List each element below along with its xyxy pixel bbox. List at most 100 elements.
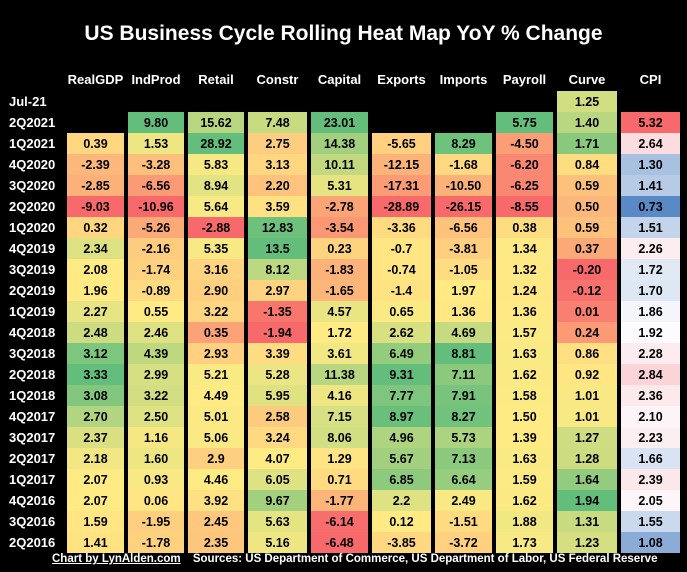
cell-value: 0.86 xyxy=(575,347,599,361)
cell-value: 1.59 xyxy=(83,515,107,529)
cell-value: -5.26 xyxy=(142,221,171,235)
column-header: Retail xyxy=(198,72,233,87)
cell-value: 4.07 xyxy=(265,452,289,466)
row-label: 4Q2020 xyxy=(9,157,55,172)
heatmap-cell xyxy=(128,301,184,322)
cell-value: 1.36 xyxy=(451,305,475,319)
column-header: CPI xyxy=(640,72,662,87)
cell-value: 6.85 xyxy=(389,473,413,487)
cell-value: 5.67 xyxy=(389,452,413,466)
heatmap-cell xyxy=(496,322,553,343)
heatmap-cell xyxy=(496,364,553,385)
heatmap-cell xyxy=(128,448,184,469)
heatmap-cell xyxy=(435,406,492,427)
cell-value: 1.01 xyxy=(575,410,599,424)
heatmap-cell xyxy=(128,532,184,553)
heatmap-cell xyxy=(188,196,244,217)
heatmap-cell xyxy=(188,259,244,280)
heatmap-cell xyxy=(435,448,492,469)
cell-value: 5.83 xyxy=(204,158,228,172)
row-label: 2Q2020 xyxy=(9,199,55,214)
heatmap-cell xyxy=(67,532,124,553)
cell-value: -3.72 xyxy=(449,536,478,550)
cell-value: 0.23 xyxy=(327,242,351,256)
cell-value: 2.58 xyxy=(265,410,289,424)
cell-value: 1.60 xyxy=(144,452,168,466)
cell-value: 0.65 xyxy=(389,305,413,319)
cell-value: 7.91 xyxy=(451,389,475,403)
cell-value: -0.74 xyxy=(387,263,416,277)
heatmap-cell xyxy=(557,133,617,154)
heatmap-cell xyxy=(372,364,431,385)
heatmap-cell xyxy=(621,112,680,133)
heatmap-cell xyxy=(557,385,617,406)
cell-value: -9.03 xyxy=(81,200,110,214)
heatmap-cell xyxy=(435,364,492,385)
cell-value: 3.22 xyxy=(144,389,168,403)
cell-value: 1.31 xyxy=(575,515,599,529)
heatmap-cell xyxy=(128,490,184,511)
cell-value: 10.11 xyxy=(324,158,355,172)
heatmap-cell xyxy=(496,133,553,154)
cell-value: 5.35 xyxy=(204,242,228,256)
cell-value: 2.45 xyxy=(204,515,228,529)
cell-value: 12.83 xyxy=(262,221,293,235)
cell-value: -3.36 xyxy=(387,221,416,235)
heatmap-cell xyxy=(248,469,307,490)
heatmap-cell xyxy=(67,511,124,532)
heatmap-cell xyxy=(372,511,431,532)
heatmap-cell xyxy=(621,322,680,343)
cell-value: -2.78 xyxy=(325,200,354,214)
heatmap-cell xyxy=(557,343,617,364)
cell-value: 5.21 xyxy=(204,368,228,382)
heatmap-cell xyxy=(557,406,617,427)
cell-value: -2.39 xyxy=(81,158,110,172)
heatmap-cell xyxy=(311,427,368,448)
cell-value: 1.08 xyxy=(638,536,662,550)
cell-value: 0.84 xyxy=(575,158,599,172)
cell-value: -26.15 xyxy=(446,200,481,214)
heatmap-cell xyxy=(496,238,553,259)
heatmap-cell xyxy=(311,322,368,343)
heatmap-cell xyxy=(496,154,553,175)
heatmap-cell xyxy=(128,406,184,427)
heatmap-cell xyxy=(557,175,617,196)
heatmap-cell xyxy=(248,448,307,469)
heatmap-cell xyxy=(372,469,431,490)
cell-value: 8.81 xyxy=(451,347,475,361)
heatmap-cell xyxy=(621,196,680,217)
cell-value: 7.13 xyxy=(451,452,475,466)
row-label: 2Q2016 xyxy=(9,535,55,550)
row-label: 2Q2017 xyxy=(9,451,55,466)
heatmap-cell xyxy=(188,301,244,322)
cell-value: 1.55 xyxy=(638,515,662,529)
row-label: 1Q2017 xyxy=(9,472,55,487)
heatmap-cell xyxy=(435,301,492,322)
heatmap-cell xyxy=(621,217,680,238)
heatmap-cell xyxy=(557,112,617,133)
footer-credit[interactable]: Chart by LynAlden.com xyxy=(52,553,181,565)
cell-value: 2.37 xyxy=(83,431,107,445)
heatmap-cell xyxy=(248,301,307,322)
heatmap-cell xyxy=(496,427,553,448)
column-header: Capital xyxy=(318,72,361,87)
cell-value: 1.01 xyxy=(575,389,599,403)
cell-value: 1.25 xyxy=(575,95,599,109)
cell-value: 6.05 xyxy=(265,473,289,487)
cell-value: 0.37 xyxy=(575,242,599,256)
heatmap-cell xyxy=(67,490,124,511)
heatmap-cell xyxy=(311,238,368,259)
cell-value: 8.12 xyxy=(265,263,289,277)
cell-value: 1.58 xyxy=(512,389,536,403)
heatmap-cell xyxy=(372,343,431,364)
heatmap-cell xyxy=(188,406,244,427)
cell-value: 5.64 xyxy=(204,200,228,214)
heatmap-cell xyxy=(557,427,617,448)
heatmap-cell xyxy=(248,364,307,385)
cell-value: 0.12 xyxy=(389,515,413,529)
heatmap-cell xyxy=(311,154,368,175)
heatmap-cell xyxy=(67,133,124,154)
cell-value: 3.16 xyxy=(204,263,228,277)
cell-value: 7.11 xyxy=(452,368,476,382)
heatmap-cell xyxy=(311,175,368,196)
